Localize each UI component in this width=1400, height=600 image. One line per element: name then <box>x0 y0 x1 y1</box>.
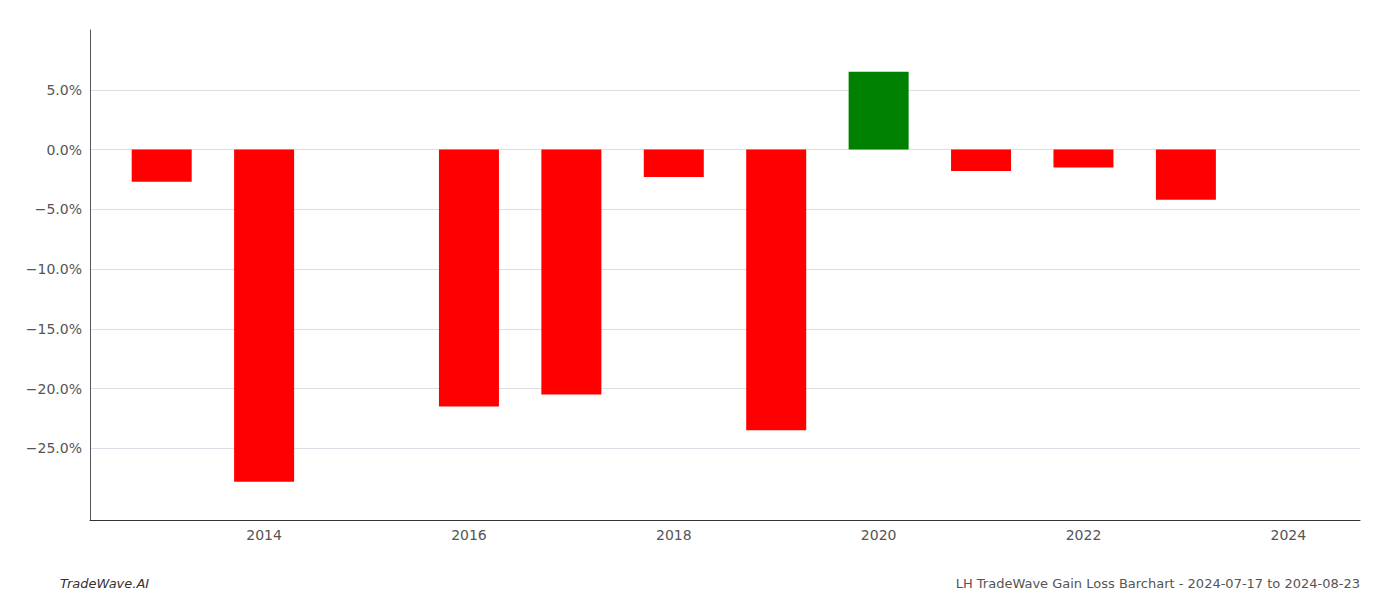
svg-text:−15.0%: −15.0% <box>26 321 82 337</box>
svg-text:−20.0%: −20.0% <box>26 381 82 397</box>
svg-text:2016: 2016 <box>451 527 487 543</box>
svg-text:2020: 2020 <box>861 527 897 543</box>
svg-text:2018: 2018 <box>656 527 692 543</box>
svg-text:−25.0%: −25.0% <box>26 440 82 456</box>
svg-text:2024: 2024 <box>1270 527 1306 543</box>
svg-text:5.0%: 5.0% <box>46 82 82 98</box>
svg-text:TradeWave.AI: TradeWave.AI <box>60 576 149 591</box>
svg-text:−10.0%: −10.0% <box>26 261 82 277</box>
svg-text:0.0%: 0.0% <box>46 142 82 158</box>
svg-text:2022: 2022 <box>1066 527 1102 543</box>
svg-text:2014: 2014 <box>246 527 282 543</box>
svg-text:LH TradeWave Gain Loss Barchar: LH TradeWave Gain Loss Barchart - 2024-0… <box>956 576 1360 591</box>
svg-text:−5.0%: −5.0% <box>35 201 82 217</box>
